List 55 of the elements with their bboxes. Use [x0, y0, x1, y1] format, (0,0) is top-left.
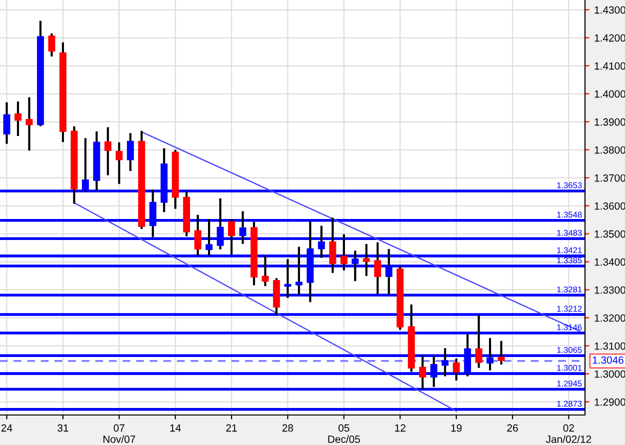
x-tick-label: 12 [395, 424, 406, 432]
y-tick-label: 1.3300 [594, 286, 625, 294]
candlestick [498, 340, 505, 365]
ref-line-label: 1.3281 [557, 286, 582, 292]
y-tick-label: 1.4100 [594, 62, 625, 70]
ref-line-label: 1.2945 [557, 380, 582, 386]
candlestick [194, 214, 202, 256]
y-tick-label: 1.3500 [594, 230, 625, 238]
ref-line-label: 1.3653 [557, 182, 582, 188]
y-tick-label: 1.4300 [594, 6, 625, 14]
candlestick [14, 101, 22, 136]
candlestick [340, 234, 348, 270]
candlestick [374, 242, 382, 294]
x-tick-label: 19 [451, 424, 462, 432]
y-tick-label: 1.2900 [594, 398, 625, 406]
y-tick-label: 1.4200 [594, 34, 625, 42]
ref-line-label: 1.3548 [557, 212, 582, 218]
candlestick [104, 127, 112, 176]
y-tick-label: 1.3900 [594, 118, 625, 126]
candlestick [452, 358, 460, 380]
candlestick [126, 133, 134, 172]
ref-line-label: 1.3001 [557, 364, 582, 371]
y-tick-label: 1.3400 [594, 258, 625, 266]
candlestick [3, 102, 10, 144]
ref-line-label: 1.3385 [557, 257, 582, 264]
candlestick [475, 315, 482, 368]
y-tick-label: 1.3100 [594, 342, 625, 350]
x-tick-label: 21 [226, 424, 237, 432]
ref-line-label: 1.2873 [557, 400, 582, 407]
y-tick-label: 1.3600 [594, 202, 625, 210]
candlestick [419, 355, 426, 390]
x-tick-label: 28 [282, 424, 294, 432]
x-tick-label: 02 Jan/02/12 [546, 424, 592, 443]
ref-line-label: 1.3065 [557, 346, 582, 353]
x-tick-label: 31 [58, 424, 68, 432]
x-tick-label: 05 Dec/05 [328, 424, 360, 443]
ref-line-label: 1.3212 [557, 306, 582, 312]
y-tick-label: 1.3000 [594, 370, 625, 378]
x-tick-label: 14 [170, 424, 181, 432]
ref-line-label: 1.3046 [592, 356, 624, 364]
y-tick-label: 1.3800 [594, 146, 625, 154]
candlestick [362, 244, 370, 276]
x-tick-label: 26 [507, 424, 518, 432]
candlestick [116, 142, 123, 184]
candlestick [329, 218, 336, 273]
y-tick-label: 1.3700 [594, 174, 625, 182]
candlestick [48, 33, 56, 56]
ref-line-label: 1.3421 [557, 247, 582, 254]
candlestick [26, 97, 33, 151]
y-tick-label: 1.4000 [594, 90, 625, 98]
x-tick-label: 24 [1, 424, 12, 432]
candlestick [228, 219, 236, 254]
x-tick-label: 07 Nov/07 [103, 424, 136, 443]
ref-line-label: 1.3483 [557, 230, 582, 236]
y-tick-label: 1.3200 [594, 314, 625, 322]
